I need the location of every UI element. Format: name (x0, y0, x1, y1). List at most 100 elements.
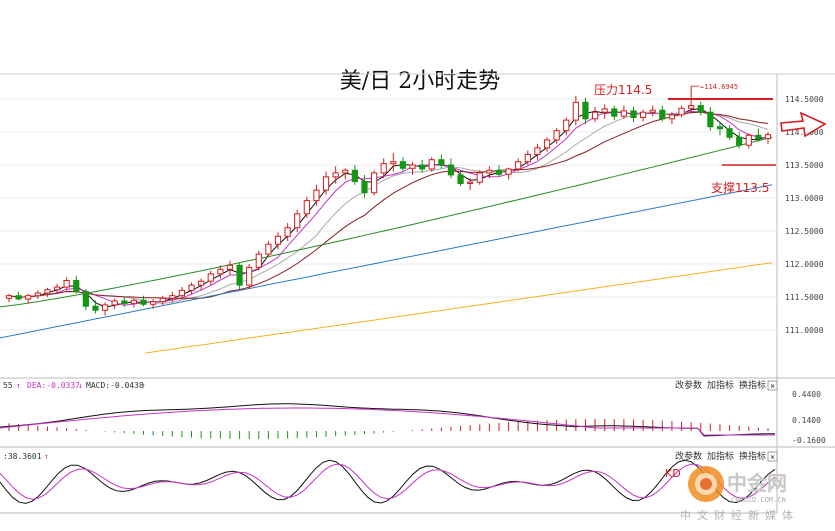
watermark-tagline: 中文财经新媒体 (680, 508, 799, 522)
candle-body (620, 110, 627, 117)
candle-body (73, 280, 80, 293)
candle-body (438, 159, 445, 166)
candle (390, 153, 397, 172)
price-tick-label: 113.5000 (785, 161, 824, 170)
candle-body (217, 268, 224, 275)
candle-body (111, 300, 118, 306)
candle (476, 170, 483, 185)
candle-body (82, 291, 89, 307)
candle (553, 128, 560, 144)
candle-body (226, 264, 234, 270)
candle (294, 209, 301, 233)
candle (601, 104, 608, 119)
price-tick-label: 111.5000 (785, 293, 824, 302)
kdj-close-button[interactable] (767, 451, 778, 462)
candle-body (707, 111, 714, 128)
macd-plot (0, 403, 775, 439)
candle (370, 170, 378, 196)
candle-body (121, 300, 128, 305)
candle-body (591, 111, 599, 120)
candle-body (351, 169, 358, 182)
macd-tick-2: -0.1600 (792, 436, 826, 445)
candle (409, 161, 416, 175)
candle (668, 112, 676, 125)
candle (640, 109, 647, 122)
candle-body (428, 159, 435, 170)
ma-line-ma250 (144, 262, 773, 354)
candle (284, 223, 291, 241)
candle (332, 166, 339, 184)
macd-switch-indicator-button[interactable]: 换指标 (739, 379, 766, 391)
kdj-switch-indicator-button[interactable]: 换指标 (739, 450, 766, 462)
macd-dea-line (0, 407, 775, 436)
candle (25, 293, 32, 304)
candle (649, 105, 656, 117)
candle (755, 128, 762, 142)
candle-body (524, 153, 531, 163)
macd-tick-1: 0.1400 (792, 416, 821, 425)
candle (716, 122, 724, 136)
candle-body (63, 280, 70, 288)
candle-body (563, 119, 570, 132)
candle (457, 170, 464, 187)
candle (246, 264, 253, 290)
candle (745, 133, 752, 149)
candle-body (44, 289, 51, 294)
candle (169, 291, 176, 303)
macd-change-params-button[interactable]: 改参数 (675, 379, 702, 391)
candle (274, 232, 282, 250)
candle-body (447, 164, 455, 176)
support-label: 支撑113.5 (711, 180, 769, 195)
candle-body (688, 105, 695, 109)
macd-up-arrow-icon: ↑ (16, 381, 21, 390)
kdj-add-indicator-button[interactable]: 加指标 (707, 450, 734, 462)
candle (678, 105, 685, 118)
watermark-domain: CNGOLD.COM.CN (731, 496, 786, 504)
candle-body (409, 164, 416, 169)
candle-body (572, 101, 579, 121)
candle (380, 158, 387, 179)
candle-body (294, 213, 301, 229)
candle-body (236, 264, 243, 286)
candle (207, 270, 214, 286)
candle-body (303, 200, 310, 215)
price-tick-label: 113.0000 (785, 194, 824, 203)
kdj-k-line (0, 459, 776, 504)
candle-body (390, 161, 397, 165)
kdj-up-arrow-icon: ↑ (44, 452, 49, 461)
candle-body (255, 253, 262, 268)
candle-body (5, 295, 13, 299)
kdj-panel: :38.3601 ↑ 改参数 加指标 换指标 × KD (0, 450, 778, 514)
candle-body (649, 109, 656, 113)
candle-body (630, 110, 637, 118)
macd-close-button[interactable] (767, 380, 778, 391)
candle (121, 297, 128, 307)
candle-body (159, 297, 166, 303)
candle (505, 167, 512, 180)
candle-body (380, 163, 387, 174)
candle-body (169, 295, 176, 299)
candle-body (611, 108, 618, 117)
kdj-change-params-button[interactable]: 改参数 (675, 450, 702, 462)
candle-body (370, 172, 378, 194)
candle-body (457, 174, 464, 184)
candle-body (284, 227, 291, 237)
candle-body (25, 295, 32, 300)
candle (15, 291, 22, 301)
candle-body (553, 130, 560, 141)
candle (313, 184, 320, 206)
candle-body (198, 280, 205, 286)
candle (101, 302, 109, 316)
candle-body (92, 305, 99, 311)
candle (697, 101, 704, 116)
candle (495, 165, 503, 177)
candle-body (140, 299, 147, 305)
candle (543, 137, 551, 152)
candle (111, 298, 118, 309)
macd-add-indicator-button[interactable]: 加指标 (707, 379, 734, 391)
candle (764, 132, 772, 144)
price-tick-label: 114.5000 (785, 95, 824, 104)
candle (630, 106, 637, 123)
candle-body (207, 273, 214, 282)
candle-body (178, 289, 186, 297)
